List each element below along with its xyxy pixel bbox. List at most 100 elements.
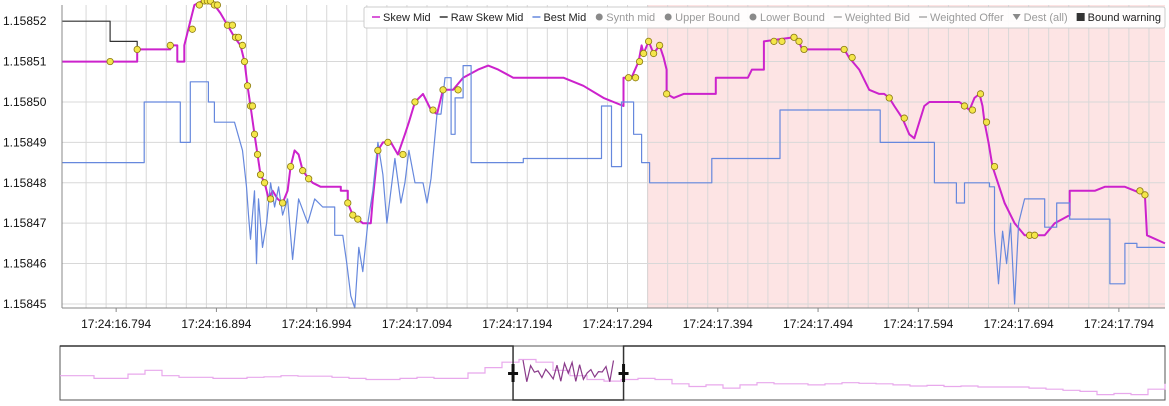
legend-box [363, 6, 1166, 29]
bound-warning-marker [778, 37, 786, 45]
bound-warning-marker [238, 41, 247, 50]
highlight-region [647, 5, 1165, 308]
bound-warning-marker [454, 86, 462, 94]
bound-warning-marker [624, 74, 633, 82]
bound-warning-marker [399, 150, 407, 159]
y-tick-label: 1.15846 [3, 257, 47, 271]
x-tick-label: 17:24:17.694 [984, 317, 1054, 331]
bound-warning-marker [411, 98, 419, 106]
bound-warning-marker [287, 163, 295, 171]
series-lines [62, 0, 1166, 309]
bound-warning-marker [354, 215, 362, 223]
bound-warning-marker [374, 146, 382, 155]
x-tick-label: 17:24:17.094 [382, 317, 452, 331]
bound-warning-marker [848, 53, 856, 62]
overview-window[interactable] [60, 345, 1165, 401]
bound-warning-marker [266, 195, 275, 203]
bound-warning-marker [166, 41, 174, 50]
y-tick-label: 1.15845 [3, 297, 47, 311]
legend-label: Dest (all) [1024, 12, 1068, 24]
bound-warning-marker [639, 49, 648, 58]
overview-window-line [522, 359, 615, 382]
overview-left-handle[interactable] [508, 364, 519, 382]
bound-warning-marker [240, 57, 249, 66]
bound-warning-marker [1031, 231, 1039, 239]
bound-warning-marker [795, 37, 803, 45]
bound-warning-marker [253, 150, 262, 159]
bound-warning-marker [656, 41, 664, 50]
x-tick-label: 17:24:17.194 [482, 317, 552, 331]
legend-label: Upper Bound [675, 12, 740, 24]
bound-warning-marker [990, 163, 999, 171]
legend-label: Raw Skew Mid [451, 12, 524, 24]
x-tick-label: 17:24:17.794 [1084, 317, 1154, 331]
bound-warning-marker [133, 45, 141, 54]
grid [62, 5, 1165, 308]
bound-warning-marker [260, 179, 269, 187]
bound-warning-marker [770, 37, 778, 45]
y-tick-label: 1.15847 [3, 216, 47, 230]
bound-warning-marker [248, 102, 257, 110]
overview-navigator[interactable] [59, 345, 1166, 401]
bound-warning-marker [644, 37, 653, 45]
bound-warning-marker [344, 199, 352, 207]
legend-label: Lower Bound [760, 12, 825, 24]
y-tick-label: 1.15850 [3, 95, 47, 109]
legend-item-weighted-bid[interactable]: Weighted Bid [833, 12, 910, 24]
bound-warning-marker [195, 1, 203, 9]
bound-warning-marker [228, 21, 237, 29]
legend-symbol-dot [595, 13, 603, 21]
handle-grip [618, 372, 629, 375]
legend-label: Synth mid [606, 12, 655, 24]
legend-label: Skew Mid [383, 12, 431, 24]
bound-warning-marker [250, 130, 259, 138]
bound-warning-marker [976, 90, 985, 98]
legend-item-bound-warning[interactable]: Bound warning [1076, 12, 1161, 24]
overview-right-handle[interactable] [618, 364, 629, 382]
bound-warning-marker [106, 57, 114, 66]
bound-warning-marker [982, 118, 991, 126]
legend-item-dest-all-[interactable]: Dest (all) [1012, 12, 1068, 24]
bound-warning-markers [106, 0, 1149, 239]
x-tick-label: 17:24:16.994 [282, 317, 352, 331]
series-best-mid [62, 64, 1165, 309]
legend[interactable]: Skew Mid Raw Skew Mid Best Mid Synth mid Upp… [363, 6, 1166, 29]
bound-warning-marker [960, 102, 969, 110]
bound-warning-marker [840, 45, 848, 54]
bound-warning-marker [800, 45, 808, 54]
y-tick-label: 1.15851 [3, 55, 47, 69]
legend-item-raw-skew-mid[interactable]: Raw Skew Mid [439, 12, 524, 24]
overview-line [60, 358, 1166, 396]
x-tick-label: 17:24:16.794 [81, 317, 151, 331]
bound-warning-marker [243, 82, 252, 90]
bound-warning-marker [885, 94, 893, 102]
y-tick-label: 1.15848 [3, 176, 47, 190]
x-tick-label: 17:24:17.494 [783, 317, 853, 331]
x-tick-label: 17:24:17.394 [683, 317, 753, 331]
legend-symbol-triangle [1012, 14, 1021, 20]
overview-frame [59, 345, 1166, 401]
axes: 1.15852 1.15851 1.15850 1.15849 1.15848 1.158… [3, 5, 1165, 331]
bound-warning-marker [650, 49, 658, 58]
series-skew-mid [62, 0, 1166, 245]
legend-item-weighted-offer[interactable]: Weighted Offer [919, 12, 1004, 24]
bound-warning-marker [631, 74, 640, 82]
bound-warning-marker [790, 33, 798, 41]
legend-item-skew-mid[interactable]: Skew Mid [372, 12, 431, 24]
legend-item-lower-bound[interactable]: Lower Bound [749, 12, 825, 24]
legend-label: Weighted Bid [845, 12, 910, 24]
bound-warning-marker [900, 114, 908, 122]
legend-item-synth-mid[interactable]: Synth mid [595, 12, 655, 24]
bound-warning-marker [349, 211, 357, 219]
bound-warning-marker [663, 90, 671, 98]
legend-item-best-mid[interactable]: Best Mid [532, 12, 586, 24]
legend-symbol-dot [664, 13, 672, 21]
legend-item-upper-bound[interactable]: Upper Bound [664, 12, 740, 24]
bound-warning-marker [213, 1, 222, 9]
legend-symbol-square [1076, 13, 1085, 21]
legend-label: Bound warning [1088, 12, 1161, 24]
bound-warning-marker [1141, 191, 1149, 199]
bound-warning-marker [305, 175, 313, 183]
x-tick-label: 17:24:17.594 [883, 317, 953, 331]
